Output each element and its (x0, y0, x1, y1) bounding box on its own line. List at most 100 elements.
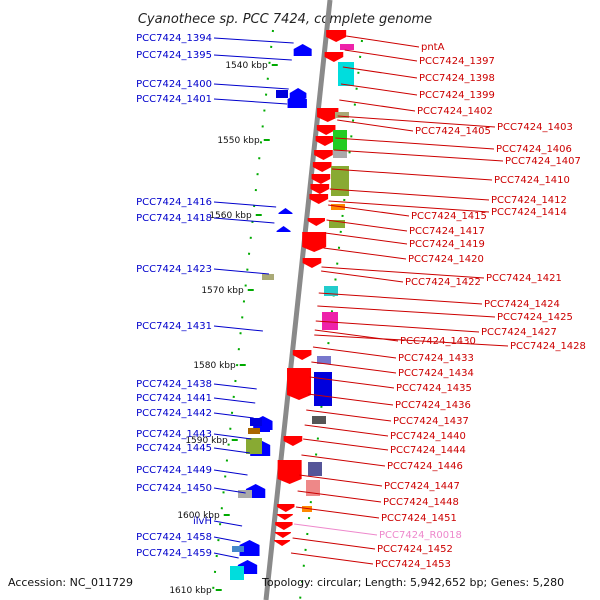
gene-box (333, 130, 347, 150)
right-leader-line (337, 119, 414, 132)
left-gene-label: ilvH (193, 516, 212, 527)
left-gene-label: PCC7424_1401 (136, 94, 212, 105)
right-leader-line (317, 305, 496, 318)
right-gene-label: PCC7424_1448 (383, 497, 459, 508)
right-leader-line (318, 292, 483, 305)
gene-box (317, 356, 331, 364)
left-leader-line (213, 98, 288, 105)
gene-box (322, 312, 338, 330)
accession-text: Accession: NC_011729 (8, 576, 133, 589)
right-leader-line (323, 247, 407, 260)
topology-text: Topology: circular; Length: 5,942,652 bp… (261, 576, 564, 589)
right-gene-label: PCC7424_1421 (486, 273, 562, 284)
right-leader-line (328, 204, 410, 217)
reverse-gene-arrow (276, 226, 291, 232)
right-leader-line (295, 506, 380, 519)
right-leader-line (311, 361, 397, 374)
reverse-gene-arrow (239, 540, 260, 556)
map-title: Cyanothece sp. PCC 7424, complete genome (138, 12, 432, 27)
right-gene-label: PCC7424_1419 (409, 239, 485, 250)
gene-box (333, 150, 347, 158)
right-gene-label: PCC7424_1435 (396, 383, 472, 394)
left-leader-line (213, 412, 254, 419)
reverse-gene-arrow (278, 208, 293, 214)
right-gene-label: PCC7424_1405 (415, 126, 491, 137)
right-gene-label: PCC7424_1412 (491, 195, 567, 206)
left-gene-label: PCC7424_1423 (136, 264, 212, 275)
forward-gene-arrow (287, 368, 312, 400)
genome-backbone (263, 0, 333, 600)
left-gene-label: PCC7424_1450 (136, 483, 212, 494)
left-leader-line (213, 469, 248, 476)
left-leader-line (213, 397, 256, 404)
left-gene-label: PCC7424_1442 (136, 408, 212, 419)
right-leader-line (304, 424, 389, 437)
scale-ticks: 1540 kbp 1550 kbp 1560 kbp 1570 kbp 1580 kbp… (169, 61, 278, 596)
gene-features (230, 30, 354, 580)
right-leader-line (328, 200, 490, 213)
forward-gene-arrow (310, 184, 330, 194)
right-leader-line (331, 168, 493, 181)
right-gene-label: PCC7424_1399 (419, 90, 495, 101)
scale-label: 1610 kbp (169, 586, 212, 596)
right-leader-line (326, 219, 408, 232)
forward-gene-arrow (292, 350, 312, 360)
right-leader-line (292, 537, 376, 550)
left-leader-line (213, 325, 263, 332)
right-gene-label: PCC7424_1440 (390, 431, 466, 442)
forward-gene-arrow (274, 540, 291, 546)
right-gene-label: PCC7424_1410 (494, 175, 570, 186)
right-gene-label: PCC7424_1451 (381, 513, 457, 524)
right-leader-line (314, 329, 399, 342)
right-gene-label: PCC7424_1398 (419, 73, 495, 84)
right-leader-line (294, 523, 378, 536)
left-gene-label: PCC7424_1449 (136, 465, 212, 476)
forward-gene-arrow (276, 514, 293, 520)
right-gene-label: pntA (421, 42, 445, 53)
scale-label: 1540 kbp (225, 61, 268, 71)
scale-label: 1580 kbp (193, 361, 236, 371)
reverse-gene-arrow (289, 88, 307, 98)
gene-box (308, 462, 322, 476)
left-leader-line (213, 433, 252, 440)
right-leader-line (299, 474, 383, 487)
right-leader-line (290, 552, 374, 565)
left-leader-line (213, 447, 250, 454)
left-gene-label: PCC7424_1438 (136, 379, 212, 390)
left-leader-line (213, 268, 270, 275)
right-gene-label: PCC7424_1403 (497, 122, 573, 133)
gene-box (324, 286, 338, 296)
right-leader-line (312, 346, 397, 359)
right-gene-label: PCC7424_1422 (405, 277, 481, 288)
forward-gene-arrow (274, 532, 291, 538)
left-leader-line (213, 83, 289, 90)
left-leader-line (213, 536, 241, 543)
reverse-gene-arrow (287, 94, 307, 108)
gene-box (302, 506, 312, 512)
left-gene-label: PCC7424_1459 (136, 548, 212, 559)
left-gene-label: PCC7424_1400 (136, 79, 212, 90)
right-gene-label: PCC7424_1428 (510, 341, 586, 352)
left-leader-line (213, 54, 292, 61)
right-leader-line (340, 83, 418, 96)
gene-box (246, 438, 262, 454)
forward-gene-arrow (277, 460, 302, 484)
right-leader-line (306, 409, 392, 422)
left-gene-label: PCC7424_1443 (136, 429, 212, 440)
right-leader-line (314, 334, 509, 347)
left-gene-label: PCC7424_1445 (136, 443, 212, 454)
gene-box (250, 418, 262, 426)
gene-box (329, 220, 345, 228)
right-gene-label: PCC7424_1437 (393, 416, 469, 427)
right-gene-label: PCC7424_1415 (411, 211, 487, 222)
left-leader-line (213, 383, 257, 390)
right-gene-label: PCC7424_1425 (497, 312, 573, 323)
left-gene-label: PCC7424_1458 (136, 532, 212, 543)
right-label-group: pntA PCC7424_1397 PCC7424_1398 PCC7424_1399… (290, 35, 586, 570)
forward-gene-arrow (315, 136, 335, 146)
right-gene-label: PCC7424_1446 (387, 461, 463, 472)
gene-box (230, 566, 244, 580)
gene-box (262, 274, 274, 280)
forward-gene-arrow (326, 30, 347, 42)
